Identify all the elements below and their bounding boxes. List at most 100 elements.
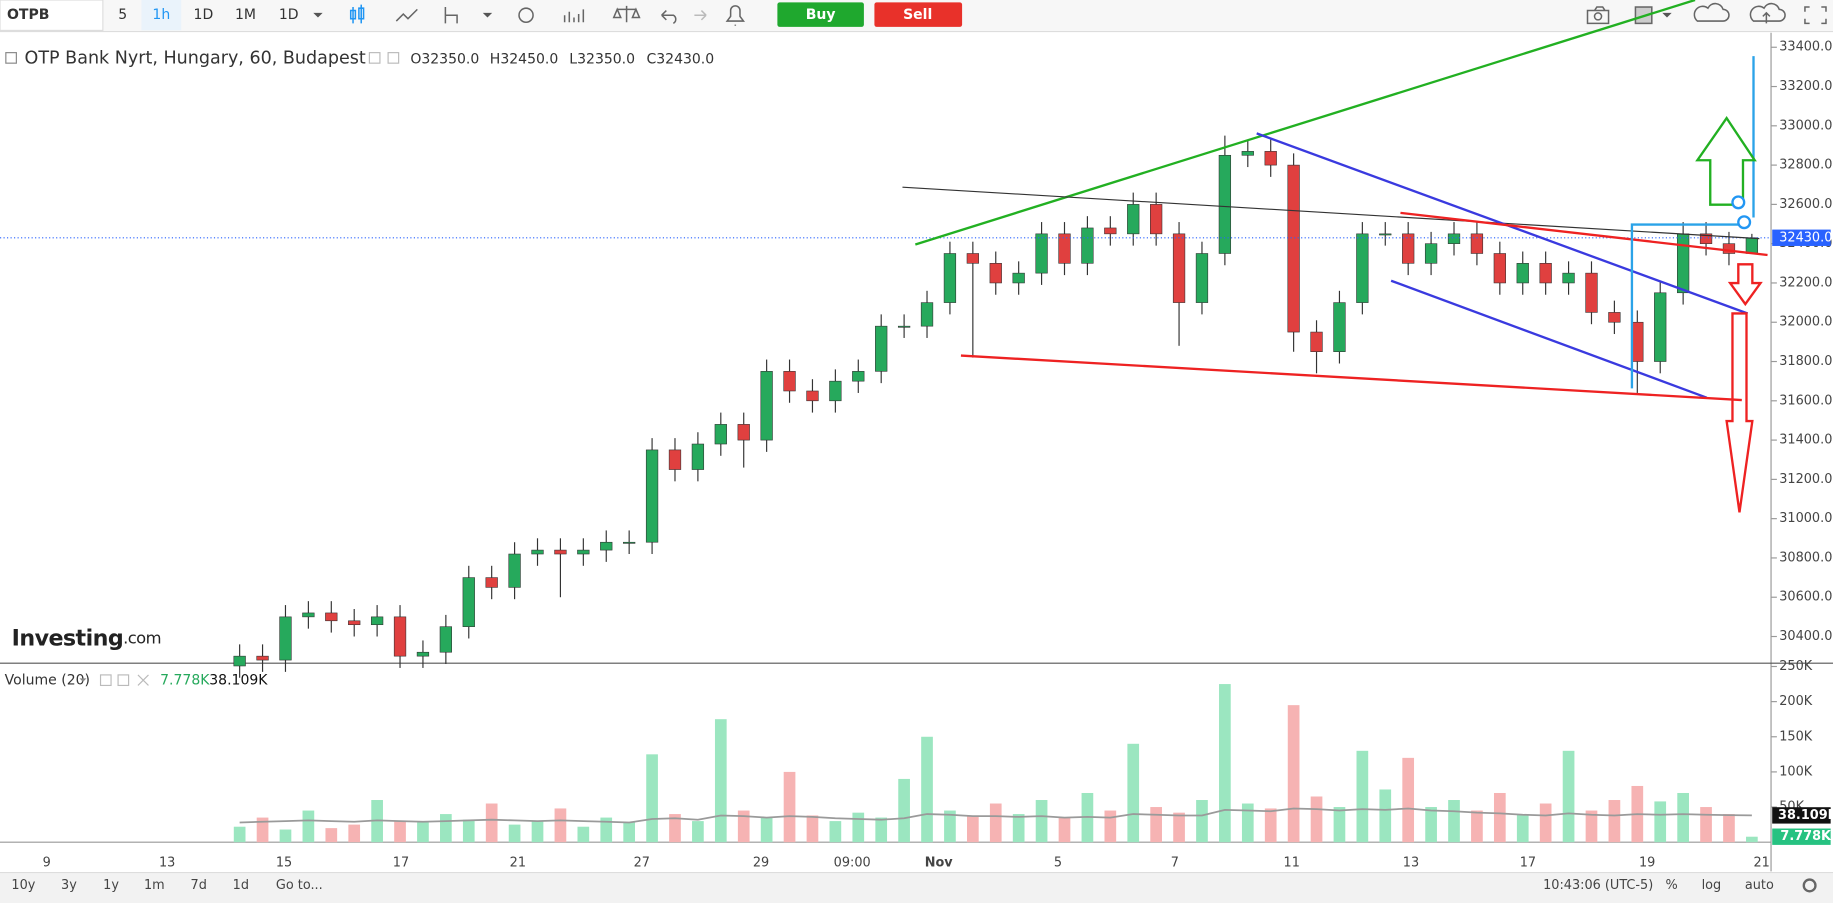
dropdown-icon[interactable] bbox=[313, 12, 323, 18]
candle-body bbox=[1264, 151, 1277, 166]
volume-bar bbox=[600, 817, 613, 843]
candle-body bbox=[897, 325, 911, 328]
volume-bar bbox=[440, 814, 452, 843]
candle-body bbox=[1356, 233, 1369, 303]
candle-body bbox=[554, 549, 567, 555]
goto-button[interactable]: Go to... bbox=[276, 878, 323, 893]
volume-bar bbox=[1058, 817, 1071, 843]
interval[interactable]: 1M bbox=[235, 7, 256, 23]
candle-body bbox=[416, 651, 430, 657]
buy-button[interactable] bbox=[777, 2, 864, 27]
volume-bar bbox=[1333, 807, 1346, 843]
candle-body bbox=[852, 371, 865, 382]
volume-bar bbox=[1585, 810, 1598, 843]
axis-option[interactable]: % bbox=[1666, 878, 1678, 893]
volume-bar bbox=[1402, 757, 1415, 843]
candle-body bbox=[1172, 233, 1186, 303]
volume-bar bbox=[394, 821, 406, 843]
candle-body bbox=[1722, 243, 1736, 254]
buy-label: Buy bbox=[806, 7, 836, 23]
x-tick-label: 11 bbox=[1284, 856, 1300, 871]
axis-option[interactable]: log bbox=[1702, 878, 1722, 893]
price-label-box bbox=[1772, 229, 1831, 246]
x-tick-label: 9 bbox=[43, 856, 51, 871]
volume-bar bbox=[1127, 743, 1140, 843]
header-icon[interactable] bbox=[99, 674, 112, 687]
candle-body bbox=[1654, 292, 1667, 362]
x-tick-label: 21 bbox=[510, 856, 526, 871]
header-icon[interactable] bbox=[117, 674, 130, 687]
range-button[interactable]: 1m bbox=[144, 878, 165, 893]
volume-bar bbox=[348, 824, 361, 843]
volume-bar bbox=[462, 819, 475, 843]
volume-bar bbox=[1700, 807, 1712, 843]
volume-bar bbox=[1310, 796, 1323, 843]
candle-body bbox=[1127, 204, 1140, 235]
volume-bar bbox=[1608, 800, 1621, 843]
close-icon[interactable] bbox=[137, 674, 149, 686]
x-tick-label: 15 bbox=[276, 856, 292, 871]
range-button[interactable]: 1d bbox=[233, 878, 249, 893]
range-button[interactable]: 10y bbox=[11, 878, 35, 893]
candle-body bbox=[1379, 233, 1392, 236]
volume-bar bbox=[669, 814, 681, 843]
y-tick-label: 30600.0 bbox=[1779, 590, 1832, 605]
volume-bar bbox=[967, 815, 979, 843]
sell-button[interactable] bbox=[874, 2, 963, 27]
trend-line bbox=[1390, 279, 1708, 399]
interval[interactable]: 5 bbox=[118, 7, 127, 23]
range-button[interactable]: 3y bbox=[61, 878, 77, 893]
header-icon[interactable] bbox=[368, 52, 381, 64]
settings-icon[interactable] bbox=[1802, 878, 1817, 893]
candle-body bbox=[370, 616, 384, 626]
y-tick-label: 31000.0 bbox=[1779, 511, 1832, 526]
interval[interactable]: 1h bbox=[152, 7, 170, 23]
candle-body bbox=[462, 577, 475, 627]
collapse-icon[interactable] bbox=[5, 52, 17, 64]
candle-body bbox=[1745, 237, 1759, 254]
range-button[interactable]: 1y bbox=[103, 878, 119, 893]
volume-ma bbox=[239, 807, 1752, 824]
candle-body bbox=[1493, 253, 1506, 284]
volume-bar bbox=[852, 812, 865, 843]
volume-value: 7.778K bbox=[160, 673, 210, 689]
candle-body bbox=[1150, 204, 1163, 235]
candle-body bbox=[1424, 243, 1438, 264]
volume-bar bbox=[577, 826, 590, 843]
candle-body bbox=[577, 549, 590, 555]
down-arrow bbox=[1725, 312, 1754, 513]
candle-body bbox=[783, 371, 796, 392]
volume-bar bbox=[417, 822, 429, 843]
candle-body bbox=[393, 616, 407, 657]
anchor[interactable] bbox=[1731, 195, 1746, 210]
volume-bar bbox=[1264, 808, 1277, 843]
y-tick-label: 31600.0 bbox=[1779, 393, 1832, 408]
candle-body bbox=[302, 612, 315, 618]
candle-body bbox=[829, 380, 842, 402]
volume-bar bbox=[302, 810, 315, 843]
interval[interactable]: 1D bbox=[194, 7, 214, 23]
volume-bar bbox=[692, 821, 704, 843]
candle-body bbox=[531, 549, 544, 555]
interval[interactable]: 1D bbox=[279, 7, 299, 23]
trend-line bbox=[914, 0, 1696, 246]
axis-option[interactable]: auto bbox=[1745, 878, 1774, 893]
symbol-box[interactable] bbox=[0, 0, 104, 31]
candle-body bbox=[1218, 154, 1232, 254]
volume-bar bbox=[1677, 792, 1689, 843]
dropdown-icon[interactable] bbox=[79, 678, 87, 682]
candle-body bbox=[1195, 253, 1209, 303]
candle-body bbox=[1470, 233, 1484, 254]
volume-bar bbox=[760, 817, 773, 843]
volume-bar bbox=[1425, 807, 1437, 843]
header-icon[interactable] bbox=[387, 52, 400, 64]
volume-bar bbox=[737, 810, 750, 843]
candle-body bbox=[439, 626, 452, 653]
ohlc-high: H32450.0 bbox=[490, 52, 558, 68]
anchor[interactable] bbox=[1737, 215, 1752, 230]
volume-bar bbox=[944, 810, 956, 843]
range-button[interactable]: 7d bbox=[191, 878, 207, 893]
candle-body bbox=[1333, 302, 1346, 352]
volume-bar bbox=[1654, 801, 1667, 843]
